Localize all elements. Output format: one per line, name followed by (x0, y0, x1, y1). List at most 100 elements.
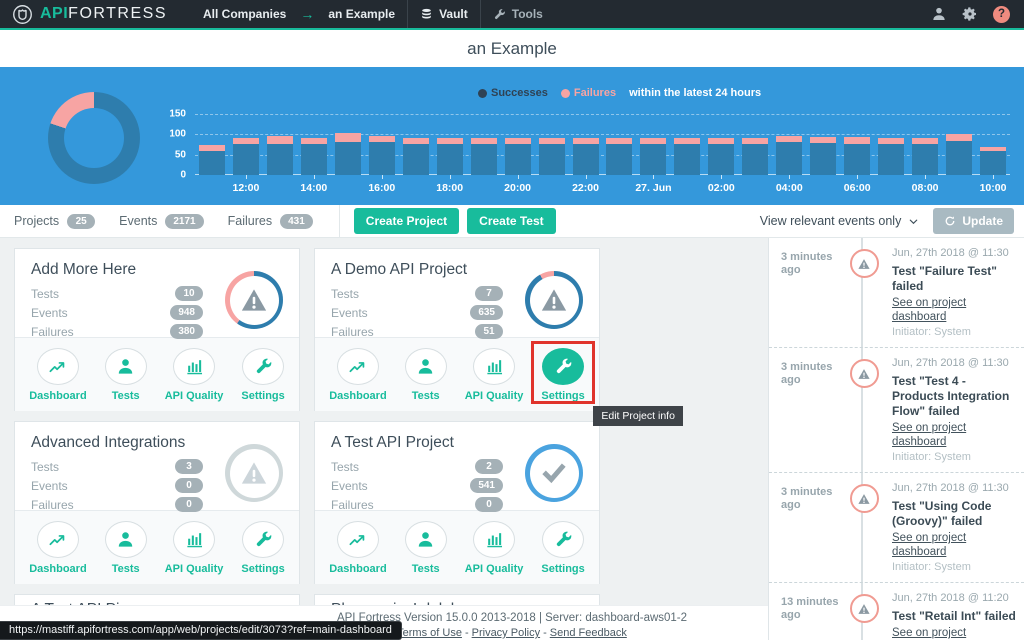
project-action-dashboard[interactable]: Dashboard (329, 348, 387, 402)
project-action-settings[interactable]: Settings (241, 521, 285, 575)
project-card[interactable]: A Test API Project Tests 2 Events 541 Fail… (314, 421, 600, 584)
stacked-bar-1800[interactable] (436, 138, 463, 175)
tests-count-badge: 10 (175, 286, 203, 301)
nav-current-project[interactable]: an Example (328, 7, 396, 21)
project-action-tests[interactable]: Tests (404, 521, 447, 575)
failures-segment (810, 137, 837, 144)
event-dashboard-link[interactable]: See on project dashboard (892, 297, 967, 323)
events-filter-dropdown[interactable]: View relevant events only (760, 214, 920, 228)
project-action-tests[interactable]: Tests (104, 521, 147, 575)
create-project-button[interactable]: Create Project (353, 208, 460, 234)
event-dashboard-link[interactable]: See on project dashboard (892, 627, 967, 639)
stacked-bar-0800[interactable] (912, 137, 939, 175)
failures-segment (436, 138, 463, 145)
bar-chart-icon[interactable] (473, 521, 516, 558)
project-tests-row: Tests 7 (331, 286, 503, 301)
help-button[interactable]: ? (993, 5, 1010, 23)
wrench-icon[interactable] (542, 348, 585, 385)
stacked-bar-0400[interactable] (776, 135, 803, 175)
stacked-bar-0700[interactable] (878, 138, 905, 175)
stat-events: Events 2171 (119, 213, 204, 229)
line-chart-icon[interactable] (336, 521, 379, 558)
stacked-bar-0200[interactable] (708, 137, 735, 175)
stacked-bar-1100[interactable] (198, 144, 225, 175)
project-card[interactable]: Add More Here Tests 10 Events 948 Failures… (14, 248, 300, 411)
event-body: Jun, 27th 2018 @ 11:30 Test "Test 4 - Pr… (883, 357, 1016, 464)
line-chart-icon[interactable] (36, 521, 79, 558)
overview-panel: Successes Failures within the latest 24 … (0, 67, 1024, 205)
project-action-tests[interactable]: Tests (404, 348, 447, 402)
user-icon[interactable] (104, 348, 147, 385)
project-action-dashboard[interactable]: Dashboard (329, 521, 387, 575)
event-dashboard-link[interactable]: See on project dashboard (892, 422, 967, 448)
stacked-bar-1500[interactable] (334, 132, 361, 175)
stacked-bar-2200[interactable] (572, 138, 599, 175)
update-button[interactable]: Update (933, 208, 1014, 234)
stacked-bar-1400[interactable] (300, 137, 327, 175)
line-chart-icon[interactable] (36, 348, 79, 385)
event-warning-icon (849, 594, 879, 623)
nav-tools[interactable]: Tools (481, 0, 555, 28)
refresh-icon (944, 215, 956, 227)
wrench-icon[interactable] (542, 521, 585, 558)
legend-successes[interactable]: Successes (478, 87, 548, 99)
user-account-icon[interactable] (931, 6, 947, 22)
app-logo[interactable]: APIFORTRESS (0, 4, 191, 25)
project-action-dashboard[interactable]: Dashboard (29, 521, 87, 575)
successes-segment (878, 144, 905, 175)
stacked-bar-1600[interactable] (368, 135, 395, 175)
nav-all-companies[interactable]: All Companies (203, 7, 287, 21)
line-chart-icon[interactable] (336, 348, 379, 385)
user-icon[interactable] (404, 348, 447, 385)
bar-chart-icon[interactable] (173, 348, 216, 385)
privacy-link[interactable]: Privacy Policy (471, 627, 541, 639)
stacked-bar-1000[interactable] (980, 146, 1007, 175)
terms-link[interactable]: Terms of Use (397, 627, 462, 639)
project-action-api-quality[interactable]: API Quality (164, 521, 224, 575)
successes-segment (912, 144, 939, 175)
stacked-bar-2100[interactable] (538, 137, 565, 175)
successes-segment (742, 144, 769, 175)
x-axis-tick (857, 175, 859, 179)
stacked-bar-1700[interactable] (402, 138, 429, 175)
x-axis-tick (789, 175, 791, 179)
project-card[interactable]: Advanced Integrations Tests 3 Events 0 Fai… (14, 421, 300, 584)
project-action-api-quality[interactable]: API Quality (465, 521, 523, 575)
project-card[interactable]: A Demo API Project Tests 7 Events 635 Fail… (314, 248, 683, 426)
gear-icon[interactable] (962, 6, 978, 22)
project-action-settings[interactable]: Settings (241, 348, 285, 402)
project-action-settings[interactable]: Settings (541, 521, 585, 575)
bar-chart-icon[interactable] (173, 521, 216, 558)
event-dashboard-link[interactable]: See on project dashboard (892, 532, 967, 558)
user-icon[interactable] (404, 521, 447, 558)
event-item: 3 minutes ago Jun, 27th 2018 @ 11:30 Tes… (769, 473, 1024, 583)
stacked-bar-0100[interactable] (674, 138, 701, 175)
x-axis-tick-label: 10:00 (979, 182, 1007, 194)
project-action-dashboard[interactable]: Dashboard (29, 348, 87, 402)
project-events-row: Events 635 (331, 305, 503, 320)
stacked-bar-1900[interactable] (470, 138, 497, 175)
stacked-bar-1200[interactable] (232, 137, 259, 175)
stacked-bar-0600[interactable] (844, 137, 871, 175)
wrench-icon[interactable] (242, 521, 285, 558)
project-action-api-quality[interactable]: API Quality (465, 348, 523, 402)
stacked-bar-1300[interactable] (266, 136, 293, 175)
stacked-bar-2000[interactable] (504, 138, 531, 175)
stacked-bar-27Jun[interactable] (640, 137, 667, 175)
wrench-icon[interactable] (242, 348, 285, 385)
project-action-tests[interactable]: Tests (104, 348, 147, 402)
create-test-button[interactable]: Create Test (467, 208, 556, 234)
failures-count-badge: 0 (475, 497, 503, 512)
legend-failures[interactable]: Failures (560, 87, 616, 99)
action-label: API Quality (164, 563, 224, 575)
stacked-bar-0500[interactable] (810, 137, 837, 175)
project-action-settings[interactable]: Settings Edit Project info (531, 341, 683, 426)
feedback-link[interactable]: Send Feedback (549, 627, 627, 639)
stacked-bar-0900[interactable] (946, 134, 973, 175)
bar-chart-icon[interactable] (473, 348, 516, 385)
user-icon[interactable] (104, 521, 147, 558)
project-action-api-quality[interactable]: API Quality (165, 348, 223, 402)
stacked-bar-0300[interactable] (742, 138, 769, 175)
stacked-bar-2300[interactable] (606, 138, 633, 175)
nav-vault[interactable]: Vault (407, 0, 481, 28)
